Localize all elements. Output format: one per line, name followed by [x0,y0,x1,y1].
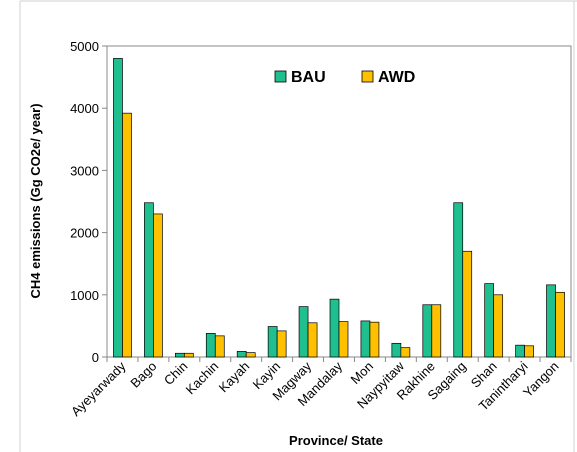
bar-bau-naypyitaw [391,342,402,358]
x-axis-label: Province/ State [289,433,383,448]
bar-bau-sagaing [453,202,464,358]
bar-bau-kayin [267,326,278,358]
bar-bau-shan [484,283,495,358]
y-tick-label: 4000 [70,101,99,116]
y-tick-label: 1000 [70,288,99,303]
bar-bau-kachin [205,333,216,358]
legend-swatch-awd [361,70,374,83]
bar-awd-tanintharyi [524,345,534,358]
x-tick-label-bago: Bago [127,359,159,391]
bar-awd-mandalay [338,321,349,358]
x-tick-label-kachin: Kachin [183,359,222,398]
bar-awd-rakhine [431,304,442,358]
legend-label-awd: AWD [378,69,415,86]
bar-awd-naypyitaw [400,347,411,358]
bar-awd-magway [307,322,318,358]
bar-bau-magway [298,306,309,358]
bar-awd-shan [493,294,504,358]
bar-awd-kachin [214,335,225,358]
bar-awd-yangon [555,291,565,358]
y-tick-label: 2000 [70,226,99,241]
legend-swatch-bau [274,70,287,83]
bar-awd-sagaing [462,250,473,358]
bar-bau-kayah [236,351,247,358]
bar-bau-rakhine [422,304,433,358]
y-axis-label: CH4 emissions (Gg CO2e/ year) [28,103,43,298]
y-tick-label: 3000 [70,163,99,178]
x-tick-label-ayeyarwady: Ayeyarwady [68,358,129,419]
legend-label-bau: BAU [291,69,326,86]
y-axis-ticks: 0 1000 2000 3000 4000 5000 [70,39,107,365]
x-tick-label-kayah: Kayah [216,359,253,396]
bar-awd-mon [369,321,380,358]
bar-awd-kayin [276,330,287,358]
bar-awd-bago [153,213,163,358]
bar-awd-chin [183,352,194,358]
bar-bau-ayeyarwady [113,58,123,358]
bar-bau-bago [144,202,154,358]
y-tick-label: 5000 [70,39,99,54]
y-tick-label: 0 [92,350,99,365]
bar-bau-tanintharyi [515,344,525,358]
bar-awd-kayah [245,352,256,358]
legend: BAU AWD [274,69,415,86]
bar-awd-ayeyarwady [122,112,132,358]
bar-bau-mon [360,320,371,358]
bars-layer [113,58,565,358]
bar-bau-chin [174,352,185,358]
bar-bau-yangon [546,284,556,358]
bar-bau-mandalay [329,298,340,358]
